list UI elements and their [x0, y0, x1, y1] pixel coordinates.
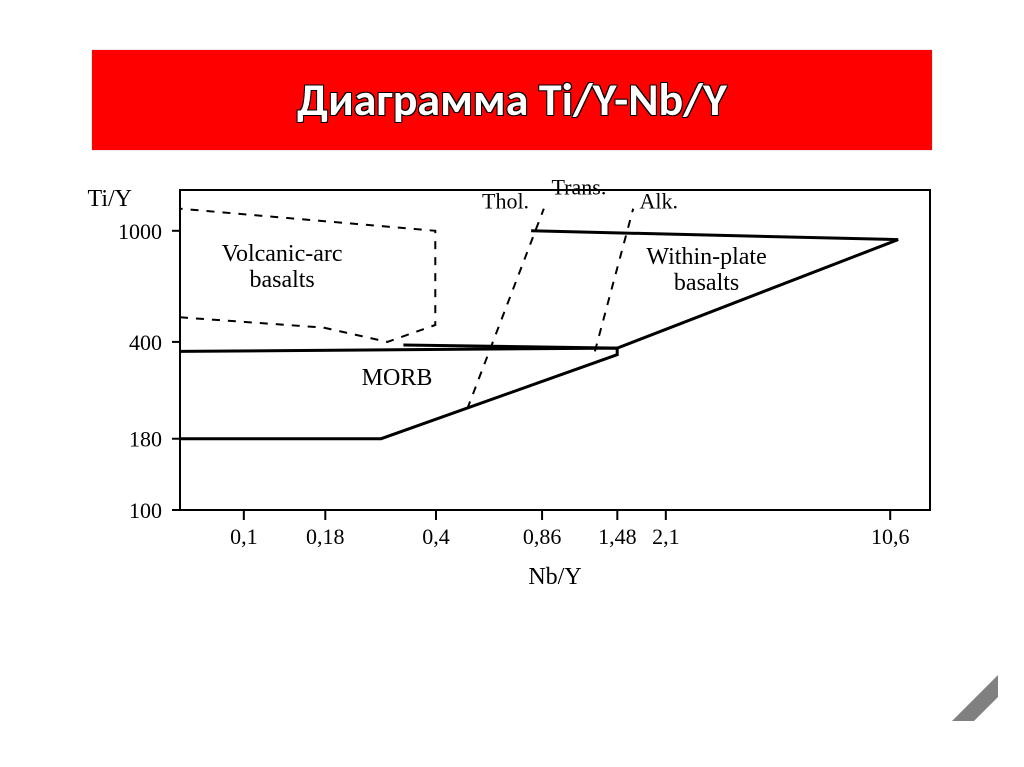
y-tick-label: 400	[129, 330, 162, 355]
corner-accent-icon	[952, 675, 998, 721]
y-axis-label: Ti/Y	[88, 186, 132, 212]
x-tick-label: 0,1	[230, 524, 258, 549]
region-label: basalts	[674, 270, 739, 296]
x-axis-label: Nb/Y	[528, 564, 581, 590]
x-tick-label: 0,4	[422, 524, 450, 549]
y-tick-label: 180	[129, 427, 162, 452]
title-text: Диаграмма Ti/Y-Nb/Y	[92, 50, 932, 150]
x-tick-label: 10,6	[871, 524, 910, 549]
region-morb	[180, 348, 617, 439]
divider-label: Trans.	[552, 174, 607, 199]
region-label: basalts	[249, 267, 314, 293]
x-tick-label: 1,48	[598, 524, 637, 549]
x-tick-label: 0,86	[523, 524, 562, 549]
slide: Диаграмма Ti/Y-Nb/Y 100 180 400 1000 Ti/Y 0,1…	[0, 0, 1024, 767]
y-tick-label: 100	[129, 498, 162, 523]
title-bar: Диаграмма Ti/Y-Nb/Y	[92, 50, 932, 150]
x-tick-label: 2,1	[652, 524, 680, 549]
divider-line	[467, 209, 544, 409]
y-tick-label: 1000	[118, 219, 162, 244]
divider-label: Alk.	[639, 189, 678, 214]
region-label: Within-plate	[646, 244, 766, 270]
x-tick-label: 0,18	[306, 524, 345, 549]
divider-label: Thol.	[482, 189, 529, 214]
region-label: Volcanic-arc	[222, 241, 343, 267]
region-label: MORB	[362, 365, 433, 391]
divider-line	[595, 209, 633, 352]
